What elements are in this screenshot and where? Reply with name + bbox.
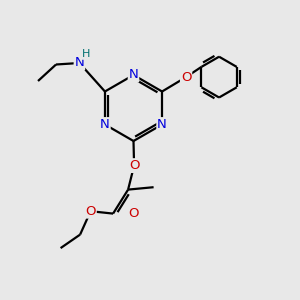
Text: H: H (82, 49, 90, 59)
Text: O: O (128, 207, 139, 220)
Text: N: N (100, 118, 110, 131)
Text: N: N (129, 68, 138, 82)
Text: O: O (129, 159, 139, 172)
Text: O: O (85, 205, 96, 218)
Text: O: O (181, 70, 191, 84)
Text: N: N (157, 118, 167, 131)
Text: N: N (74, 56, 84, 70)
